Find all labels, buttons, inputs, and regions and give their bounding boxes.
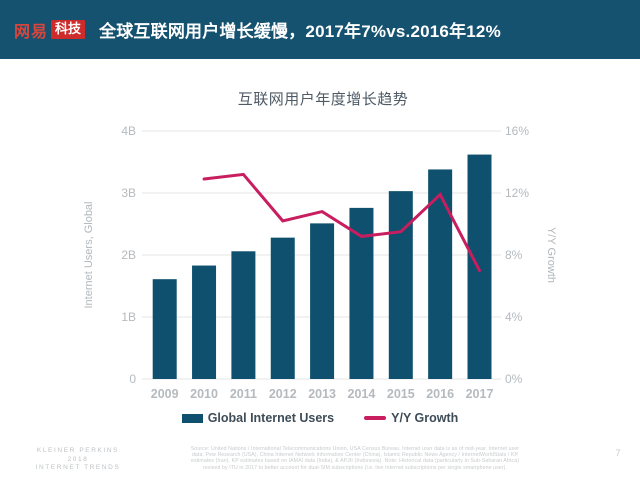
bar-2014 [349, 207, 374, 379]
right-axis-tick: 0% [505, 372, 523, 386]
x-label-2012: 2012 [269, 387, 297, 401]
x-label-2015: 2015 [387, 387, 415, 401]
kleiner-perkins-brand: KLEINER PERKINS 2018 INTERNET TRENDS [18, 447, 138, 473]
left-axis-tick: 2B [121, 248, 136, 262]
brand-line-3: INTERNET TRENDS [35, 464, 121, 471]
source-line-4: revised by ITU in 2017 to better account… [203, 464, 507, 471]
left-axis-tick: 3B [121, 186, 136, 200]
left-axis-tick: 4B [121, 124, 136, 138]
netease-tech-logo: 网易 科技 [14, 18, 86, 42]
chart-legend: Global Internet Users Y/Y Growth [0, 408, 640, 428]
headline-title: 全球互联网用户增长缓慢，2017年7%vs.2016年12% [99, 22, 501, 41]
source-line-2: data: Pew Research (USA), China Internet… [191, 452, 519, 459]
line-swatch-icon [364, 416, 387, 420]
brand-line-2: 2018 [67, 455, 89, 463]
x-label-2009: 2009 [151, 387, 179, 401]
header-bar: 网易 科技 全球互联网用户增长缓慢，2017年7%vs.2016年12% [0, 0, 640, 59]
left-axis-title: Internet Users, Global [83, 202, 95, 309]
tech-logo-badge: 科技 [51, 20, 86, 39]
source-line-3: estimates (Iran). KP estimates based on … [190, 458, 520, 465]
bar-swatch-icon [181, 413, 203, 423]
legend-item-users: Global Internet Users [181, 411, 335, 425]
bar-2015 [388, 191, 413, 379]
growth-line [202, 172, 481, 272]
legend-label-users: Global Internet Users [207, 411, 335, 425]
legend-item-growth: Y/Y Growth [364, 411, 458, 425]
bar-2013 [310, 223, 335, 379]
chart-title: 互联网用户年度增长趋势 [237, 91, 409, 108]
left-axis-tick: 0 [129, 372, 136, 386]
bar-2016 [428, 169, 453, 379]
x-label-2011: 2011 [230, 387, 257, 401]
right-axis-title: Y/Y Growth [545, 227, 557, 283]
left-axis-tick: 1B [121, 310, 136, 324]
right-axis-tick: 4% [505, 310, 523, 324]
legend-label-growth: Y/Y Growth [391, 411, 459, 425]
x-label-2013: 2013 [308, 387, 336, 401]
source-note: Source: United Nations / International T… [150, 446, 560, 471]
right-axis-tick: 8% [505, 248, 523, 262]
page-number: 7 [615, 448, 621, 458]
bar-2012 [270, 237, 295, 379]
right-axis-tick: 12% [505, 186, 529, 200]
netease-logo-text: 网易 [14, 23, 49, 41]
brand-line-1: KLEINER PERKINS [36, 447, 120, 454]
x-label-2017: 2017 [466, 387, 494, 401]
x-label-2016: 2016 [426, 387, 454, 401]
bar-2017 [467, 154, 492, 379]
bar-2009 [152, 279, 177, 379]
x-label-2014: 2014 [348, 387, 376, 401]
x-label-2010: 2010 [190, 387, 218, 401]
source-line-1: Source: United Nations / International T… [190, 446, 520, 452]
bar-2010 [192, 265, 217, 379]
bar-2011 [231, 251, 256, 379]
right-axis-tick: 16% [505, 124, 529, 138]
